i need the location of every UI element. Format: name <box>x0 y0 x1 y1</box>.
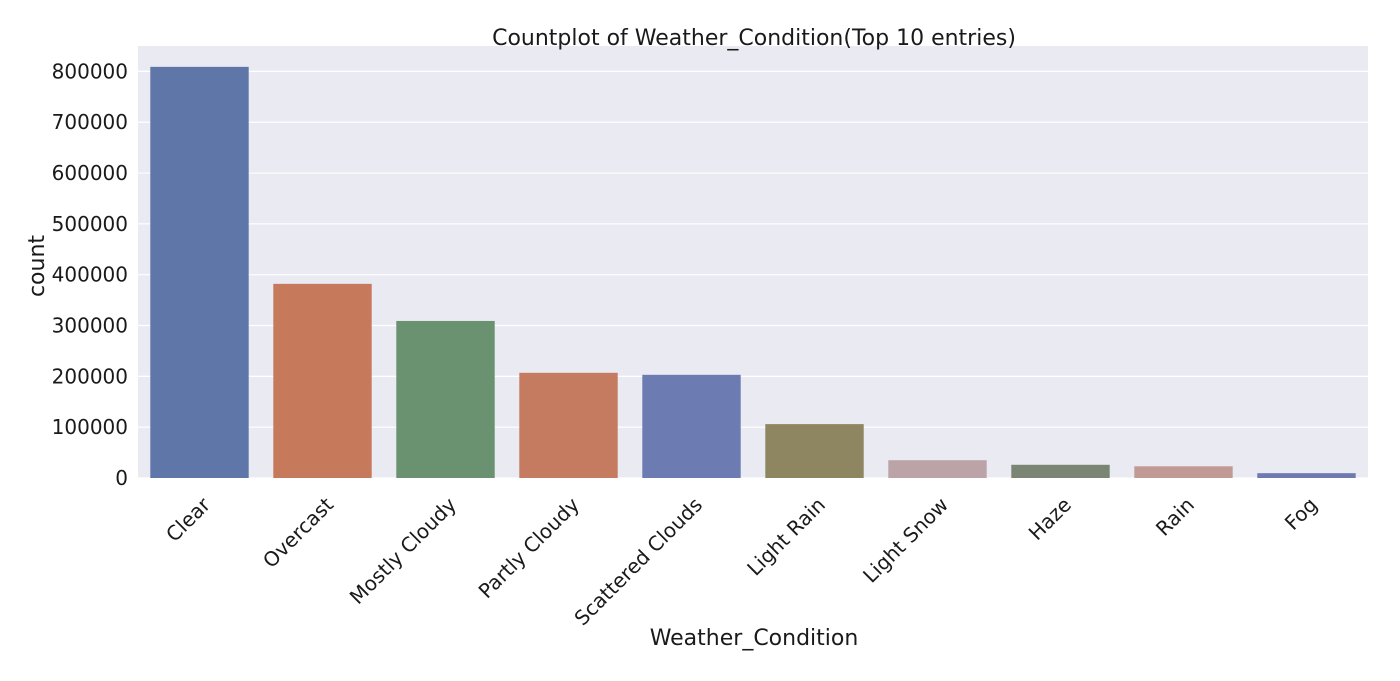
bar-partly-cloudy <box>519 372 618 478</box>
y-axis-label: count <box>25 235 50 297</box>
x-tick-label: Mostly Cloudy <box>345 492 461 608</box>
y-tick-label: 100000 <box>52 415 128 439</box>
bar-clear <box>150 66 249 478</box>
bar-light-snow <box>888 460 987 478</box>
y-tick-label: 800000 <box>52 59 128 83</box>
x-tick-label: Rain <box>1151 493 1199 541</box>
y-tick-label: 0 <box>115 466 128 490</box>
bar-fog <box>1257 473 1356 478</box>
bar-light-rain <box>765 424 864 478</box>
y-tick-label: 300000 <box>52 314 128 338</box>
y-tick-label: 200000 <box>52 364 128 388</box>
x-tick-label: Overcast <box>258 492 338 572</box>
bar-mostly-cloudy <box>396 320 495 478</box>
bar-haze <box>1011 464 1110 478</box>
bar-scattered-clouds <box>642 374 741 478</box>
y-tick-label: 500000 <box>52 212 128 236</box>
x-tick-label: Clear <box>161 492 216 547</box>
bars <box>150 66 1356 478</box>
chart-title: Countplot of Weather_Condition(Top 10 en… <box>492 26 1016 51</box>
x-tick-labels: Clear Overcast Mostly Cloudy Partly CloudyS… <box>161 492 1322 630</box>
x-tick-label: Light Snow <box>858 493 953 588</box>
bar-overcast <box>273 283 372 478</box>
x-tick-label: Partly Cloudy <box>474 492 585 603</box>
y-tick-label: 600000 <box>52 161 128 185</box>
y-tick-label: 700000 <box>52 110 128 134</box>
y-tick-label: 400000 <box>52 263 128 287</box>
y-tick-labels: 0 100000 200000 300000 400000 500000 600000 700… <box>52 59 128 490</box>
x-tick-label: Haze <box>1024 493 1076 545</box>
x-tick-label: Light Rain <box>742 493 830 581</box>
bar-rain <box>1134 466 1233 478</box>
x-tick-label: Fog <box>1280 493 1322 535</box>
x-tick-label: Scattered Clouds <box>569 493 707 631</box>
x-axis-label: Weather_Condition <box>650 626 859 651</box>
